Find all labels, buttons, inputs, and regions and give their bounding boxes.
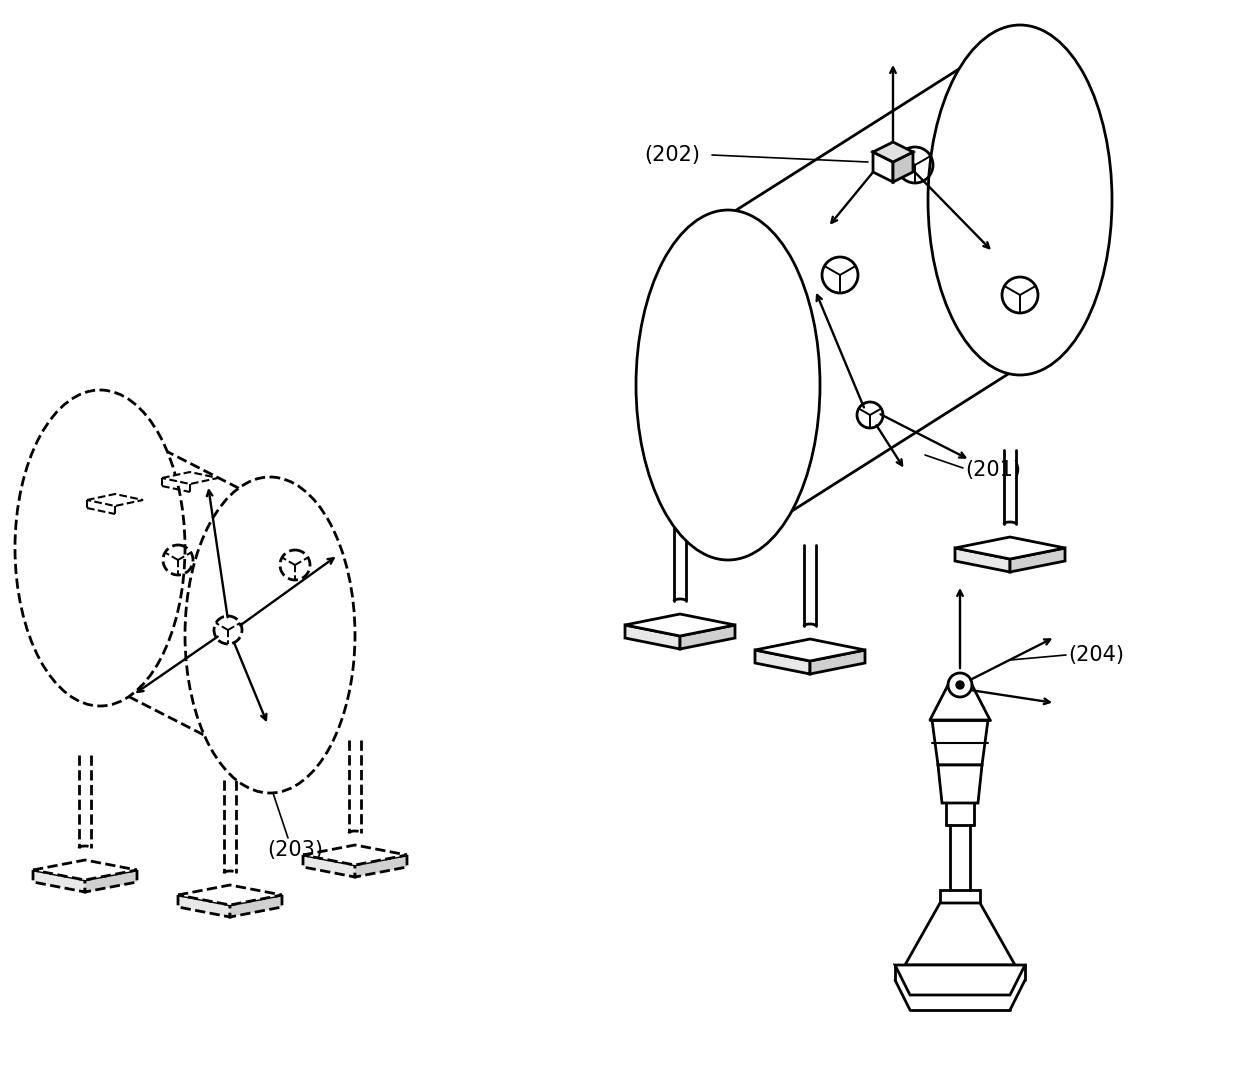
Ellipse shape [15, 390, 185, 706]
Polygon shape [162, 472, 218, 484]
Polygon shape [955, 537, 1065, 559]
Polygon shape [873, 142, 913, 162]
Polygon shape [895, 965, 1025, 995]
Polygon shape [355, 855, 407, 877]
Polygon shape [303, 845, 407, 865]
Polygon shape [229, 895, 281, 917]
Text: (203): (203) [267, 840, 322, 860]
Polygon shape [625, 625, 680, 649]
Ellipse shape [928, 25, 1112, 375]
Polygon shape [755, 650, 810, 674]
Polygon shape [937, 765, 982, 803]
Polygon shape [1011, 548, 1065, 572]
Polygon shape [625, 614, 735, 636]
Polygon shape [905, 903, 1016, 965]
Polygon shape [86, 870, 136, 892]
Polygon shape [893, 152, 913, 182]
Circle shape [956, 681, 963, 689]
Polygon shape [680, 625, 735, 649]
Polygon shape [33, 860, 136, 881]
Polygon shape [179, 885, 281, 905]
Polygon shape [87, 494, 143, 506]
Polygon shape [303, 855, 355, 877]
Polygon shape [955, 548, 1011, 572]
Polygon shape [873, 152, 893, 182]
Polygon shape [932, 720, 988, 765]
Polygon shape [940, 890, 980, 903]
Polygon shape [179, 895, 229, 917]
Polygon shape [755, 639, 866, 661]
Ellipse shape [636, 210, 820, 560]
Polygon shape [708, 43, 1035, 542]
Polygon shape [82, 408, 281, 775]
Polygon shape [33, 870, 86, 892]
Text: (201): (201) [965, 461, 1021, 480]
Text: (202): (202) [644, 145, 701, 165]
Text: (204): (204) [1068, 645, 1123, 665]
Ellipse shape [185, 477, 355, 793]
Polygon shape [810, 650, 866, 674]
